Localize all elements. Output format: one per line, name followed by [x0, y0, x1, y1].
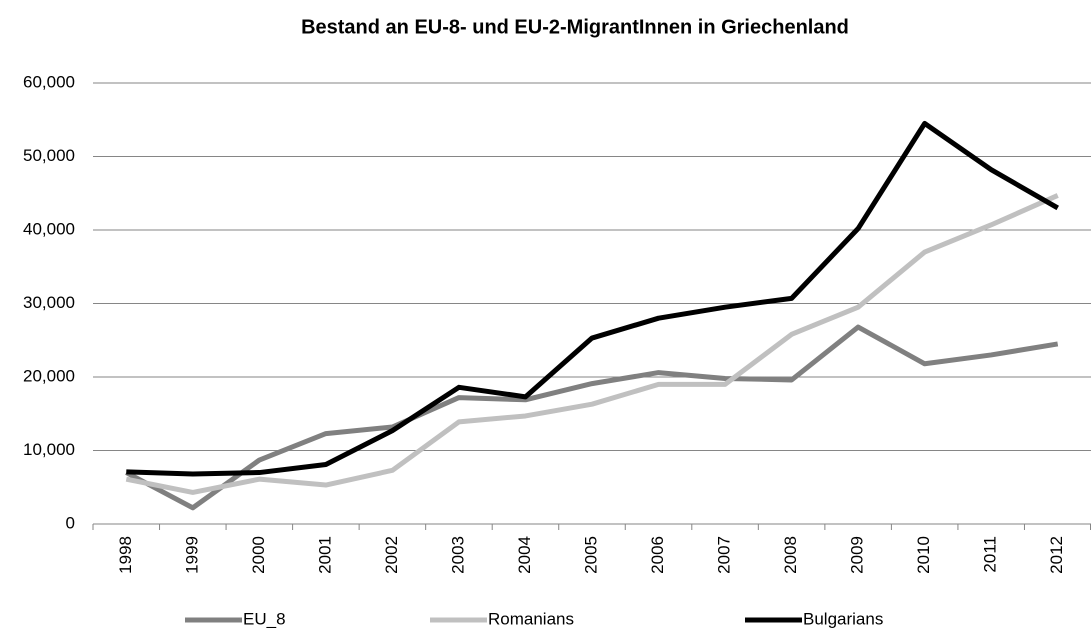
y-tick-label: 50,000	[23, 146, 75, 165]
x-tick-label: 1998	[116, 536, 135, 574]
series-line	[126, 120, 1059, 477]
x-tick-label: 2012	[1047, 536, 1066, 574]
x-tick-label: 2011	[981, 536, 1000, 573]
x-tick-label: 2006	[648, 536, 667, 574]
x-tick-label: 2005	[581, 536, 600, 574]
legend-label: Bulgarians	[803, 609, 883, 628]
x-tick-label: 2004	[515, 536, 534, 574]
y-tick-label: 0	[66, 513, 75, 532]
x-tick-label: 2007	[715, 536, 734, 574]
x-tick-label: 2000	[249, 536, 268, 574]
series-line	[125, 324, 1059, 511]
y-tick-label: 30,000	[23, 293, 75, 312]
x-tick-label: 1999	[182, 536, 201, 574]
y-tick-label: 10,000	[23, 440, 75, 459]
chart-title: Bestand an EU-8- und EU-2-MigrantInnen i…	[301, 16, 849, 38]
x-tick-label: 2010	[914, 536, 933, 574]
x-tick-label: 2009	[848, 536, 867, 574]
series-line	[125, 193, 1059, 495]
x-tick-label: 2001	[315, 536, 334, 574]
legend-label: Romanians	[488, 609, 574, 628]
y-tick-label: 20,000	[23, 366, 75, 385]
x-tick-label: 2002	[382, 536, 401, 574]
legend-label: EU_8	[243, 609, 286, 628]
y-tick-label: 40,000	[23, 219, 75, 238]
x-tick-label: 2008	[781, 536, 800, 574]
y-tick-label: 60,000	[23, 72, 75, 91]
x-tick-label: 2003	[448, 536, 467, 574]
